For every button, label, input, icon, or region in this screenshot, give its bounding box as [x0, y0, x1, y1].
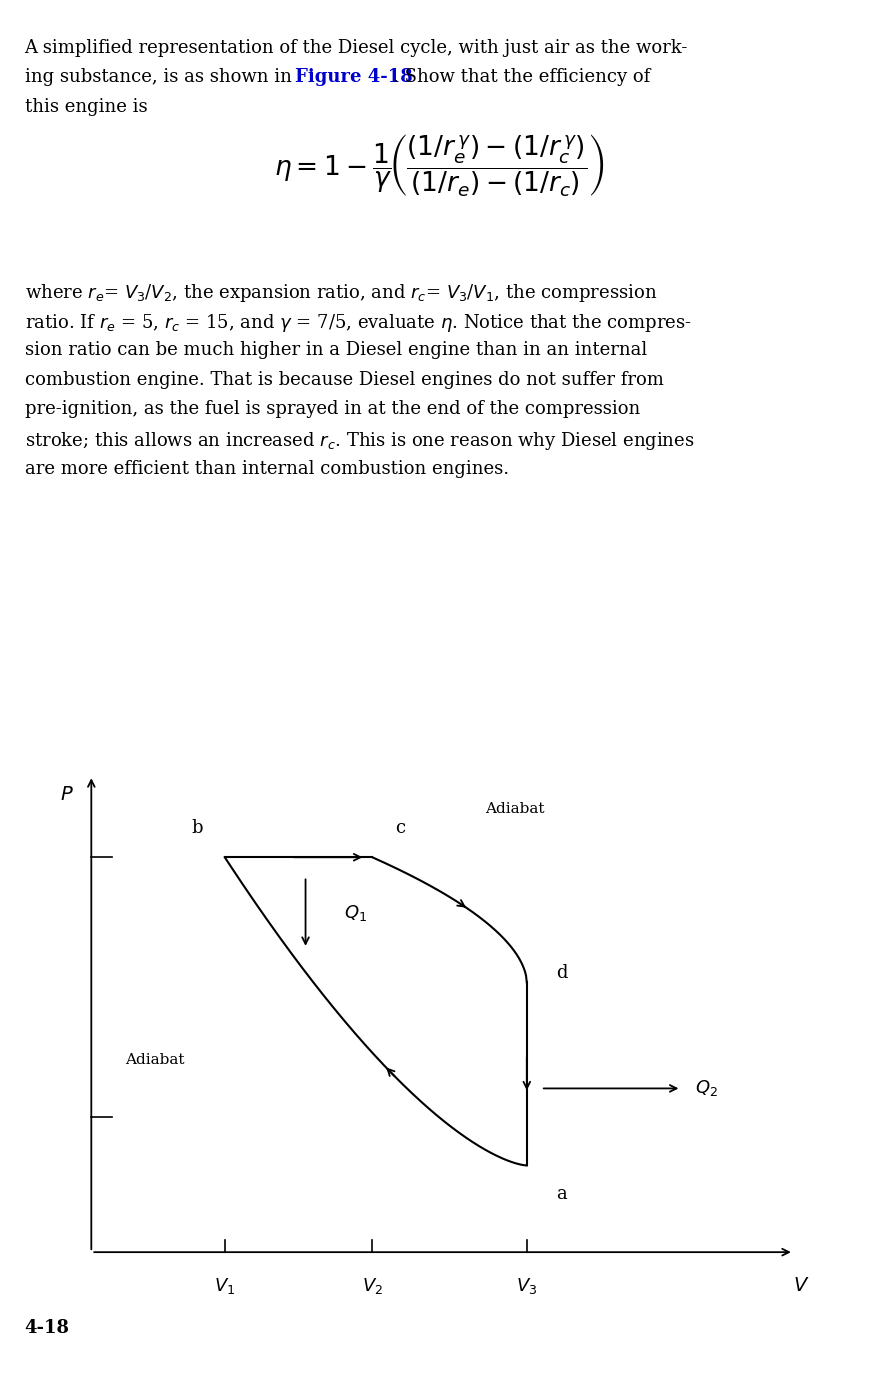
Text: $\eta = 1 - \dfrac{1}{\gamma}\!\left(\dfrac{(1/r_e^{\,\gamma})-(1/r_c^{\,\gamma}: $\eta = 1 - \dfrac{1}{\gamma}\!\left(\df… [274, 132, 603, 198]
Text: combustion engine. That is because Diesel engines do not suffer from: combustion engine. That is because Diese… [25, 370, 663, 389]
Text: . Show that the efficiency of: . Show that the efficiency of [393, 69, 650, 87]
Text: 4-18: 4-18 [25, 1320, 69, 1337]
Text: $V_2$: $V_2$ [361, 1276, 382, 1296]
Text: a: a [556, 1185, 567, 1204]
Text: Adiabat: Adiabat [484, 802, 544, 816]
Text: $V_3$: $V_3$ [516, 1276, 537, 1296]
Text: $V$: $V$ [792, 1277, 808, 1295]
Text: c: c [395, 819, 405, 838]
Text: are more efficient than internal combustion engines.: are more efficient than internal combust… [25, 460, 508, 477]
Text: where $r_e$= $V_3$/$V_2$, the expansion ratio, and $r_c$= $V_3$/$V_1$, the compr: where $r_e$= $V_3$/$V_2$, the expansion … [25, 282, 656, 304]
Text: pre-ignition, as the fuel is sprayed in at the end of the compression: pre-ignition, as the fuel is sprayed in … [25, 400, 639, 418]
Text: stroke; this allows an increased $r_c$. This is one reason why Diesel engines: stroke; this allows an increased $r_c$. … [25, 429, 693, 451]
Text: b: b [190, 819, 203, 838]
Text: $Q_1$: $Q_1$ [344, 903, 367, 923]
Text: d: d [555, 963, 567, 982]
Text: A simplified representation of the Diesel cycle, with just air as the work-: A simplified representation of the Diese… [25, 39, 688, 56]
Text: sion ratio can be much higher in a Diesel engine than in an internal: sion ratio can be much higher in a Diese… [25, 341, 646, 359]
Text: $Q_2$: $Q_2$ [695, 1079, 717, 1098]
Text: $P$: $P$ [60, 786, 74, 804]
Text: ratio. If $r_e$ = 5, $r_c$ = 15, and $\gamma$ = 7/5, evaluate $\eta$. Notice tha: ratio. If $r_e$ = 5, $r_c$ = 15, and $\g… [25, 312, 691, 333]
Text: $V_1$: $V_1$ [214, 1276, 235, 1296]
Text: Adiabat: Adiabat [125, 1053, 184, 1066]
Text: ing substance, is as shown in: ing substance, is as shown in [25, 69, 297, 87]
Text: Figure 4-18: Figure 4-18 [295, 69, 412, 87]
Text: this engine is: this engine is [25, 98, 147, 116]
